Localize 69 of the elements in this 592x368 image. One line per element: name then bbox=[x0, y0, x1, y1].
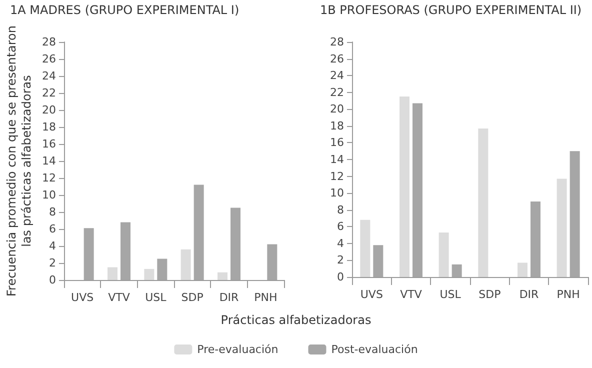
y-tick-label: 22 bbox=[330, 86, 344, 99]
x-tick-label: DIR bbox=[219, 291, 240, 304]
bar bbox=[360, 220, 370, 277]
y-tick-label: 14 bbox=[330, 153, 344, 166]
x-tick-label: PNH bbox=[556, 288, 580, 301]
bar bbox=[518, 262, 528, 277]
y-tick-label: 10 bbox=[330, 186, 344, 200]
x-tick-label: VTV bbox=[400, 288, 422, 301]
y-tick-label: 12 bbox=[42, 172, 56, 184]
bar bbox=[267, 244, 278, 280]
bar bbox=[108, 267, 118, 280]
y-tick-label: 0 bbox=[49, 274, 56, 286]
bar bbox=[144, 268, 154, 280]
bar bbox=[556, 178, 567, 277]
y-tick-label: 20 bbox=[330, 102, 344, 116]
x-axis-title: Prácticas alfabetizadoras bbox=[220, 313, 372, 327]
y-tick-label: 6 bbox=[49, 222, 56, 236]
bar bbox=[530, 201, 540, 277]
x-tick-label: SDP bbox=[181, 291, 204, 304]
bar bbox=[400, 96, 410, 277]
y-tick-label: 14 bbox=[42, 154, 56, 168]
bar bbox=[478, 128, 488, 277]
chart-title: 1B PROFESORAS (GRUPO EXPERIMENTAL II) bbox=[320, 3, 582, 17]
bar bbox=[180, 249, 191, 280]
y-axis-title: Frecuencia promedio con que se presentaron las prácticas alfabetizadoras bbox=[4, 26, 34, 296]
y-tick-label: 0 bbox=[337, 270, 344, 284]
y-tick-label: 16 bbox=[42, 138, 56, 150]
x-tick-label: UVS bbox=[360, 288, 383, 301]
bar bbox=[412, 103, 422, 277]
x-tick-label: USL bbox=[440, 288, 462, 301]
y-tick-label: 16 bbox=[330, 136, 344, 150]
y-tick-label: 2 bbox=[49, 256, 56, 270]
bar bbox=[438, 232, 449, 277]
y-tick-label: 24 bbox=[42, 70, 56, 82]
x-tick-label: USL bbox=[145, 291, 168, 304]
y-tick-label: 8 bbox=[49, 206, 56, 218]
bar bbox=[218, 272, 228, 280]
bar bbox=[570, 151, 580, 277]
x-tick-label: VTV bbox=[108, 291, 130, 304]
y-tick-label: 26 bbox=[330, 52, 344, 66]
y-tick-label: 24 bbox=[330, 69, 344, 82]
y-tick-label: 12 bbox=[330, 170, 344, 183]
y-tick-label: 20 bbox=[42, 104, 56, 116]
bar bbox=[157, 258, 168, 280]
y-tick-label: 4 bbox=[49, 240, 56, 252]
y-tick-label: 18 bbox=[330, 119, 344, 132]
x-tick-label: DIR bbox=[519, 288, 540, 301]
bar bbox=[373, 245, 384, 277]
y-tick-label: 28 bbox=[42, 36, 56, 48]
y-tick-label: 28 bbox=[330, 36, 344, 48]
legend-label: Pre-evaluación bbox=[197, 343, 278, 356]
bar bbox=[452, 264, 462, 277]
y-tick-label: 6 bbox=[337, 220, 344, 234]
y-tick-label: 18 bbox=[42, 120, 56, 134]
y-tick-label: 10 bbox=[42, 188, 56, 202]
y-tick-label: 2 bbox=[337, 254, 344, 267]
x-tick-label: PNH bbox=[254, 291, 278, 304]
y-tick-label: 8 bbox=[337, 203, 344, 216]
y-tick-label: 4 bbox=[337, 236, 344, 250]
bar bbox=[230, 208, 240, 280]
chart-title: 1A MADRES (GRUPO EXPERIMENTAL I) bbox=[10, 3, 240, 17]
bar bbox=[194, 184, 204, 280]
bar bbox=[84, 228, 94, 280]
y-tick-label: 26 bbox=[42, 52, 56, 66]
x-tick-label: SDP bbox=[478, 288, 502, 301]
y-tick-label: 22 bbox=[42, 86, 56, 100]
bar bbox=[120, 222, 130, 280]
x-tick-label: UVS bbox=[71, 291, 94, 304]
legend-label: Post-evaluación bbox=[331, 343, 418, 356]
